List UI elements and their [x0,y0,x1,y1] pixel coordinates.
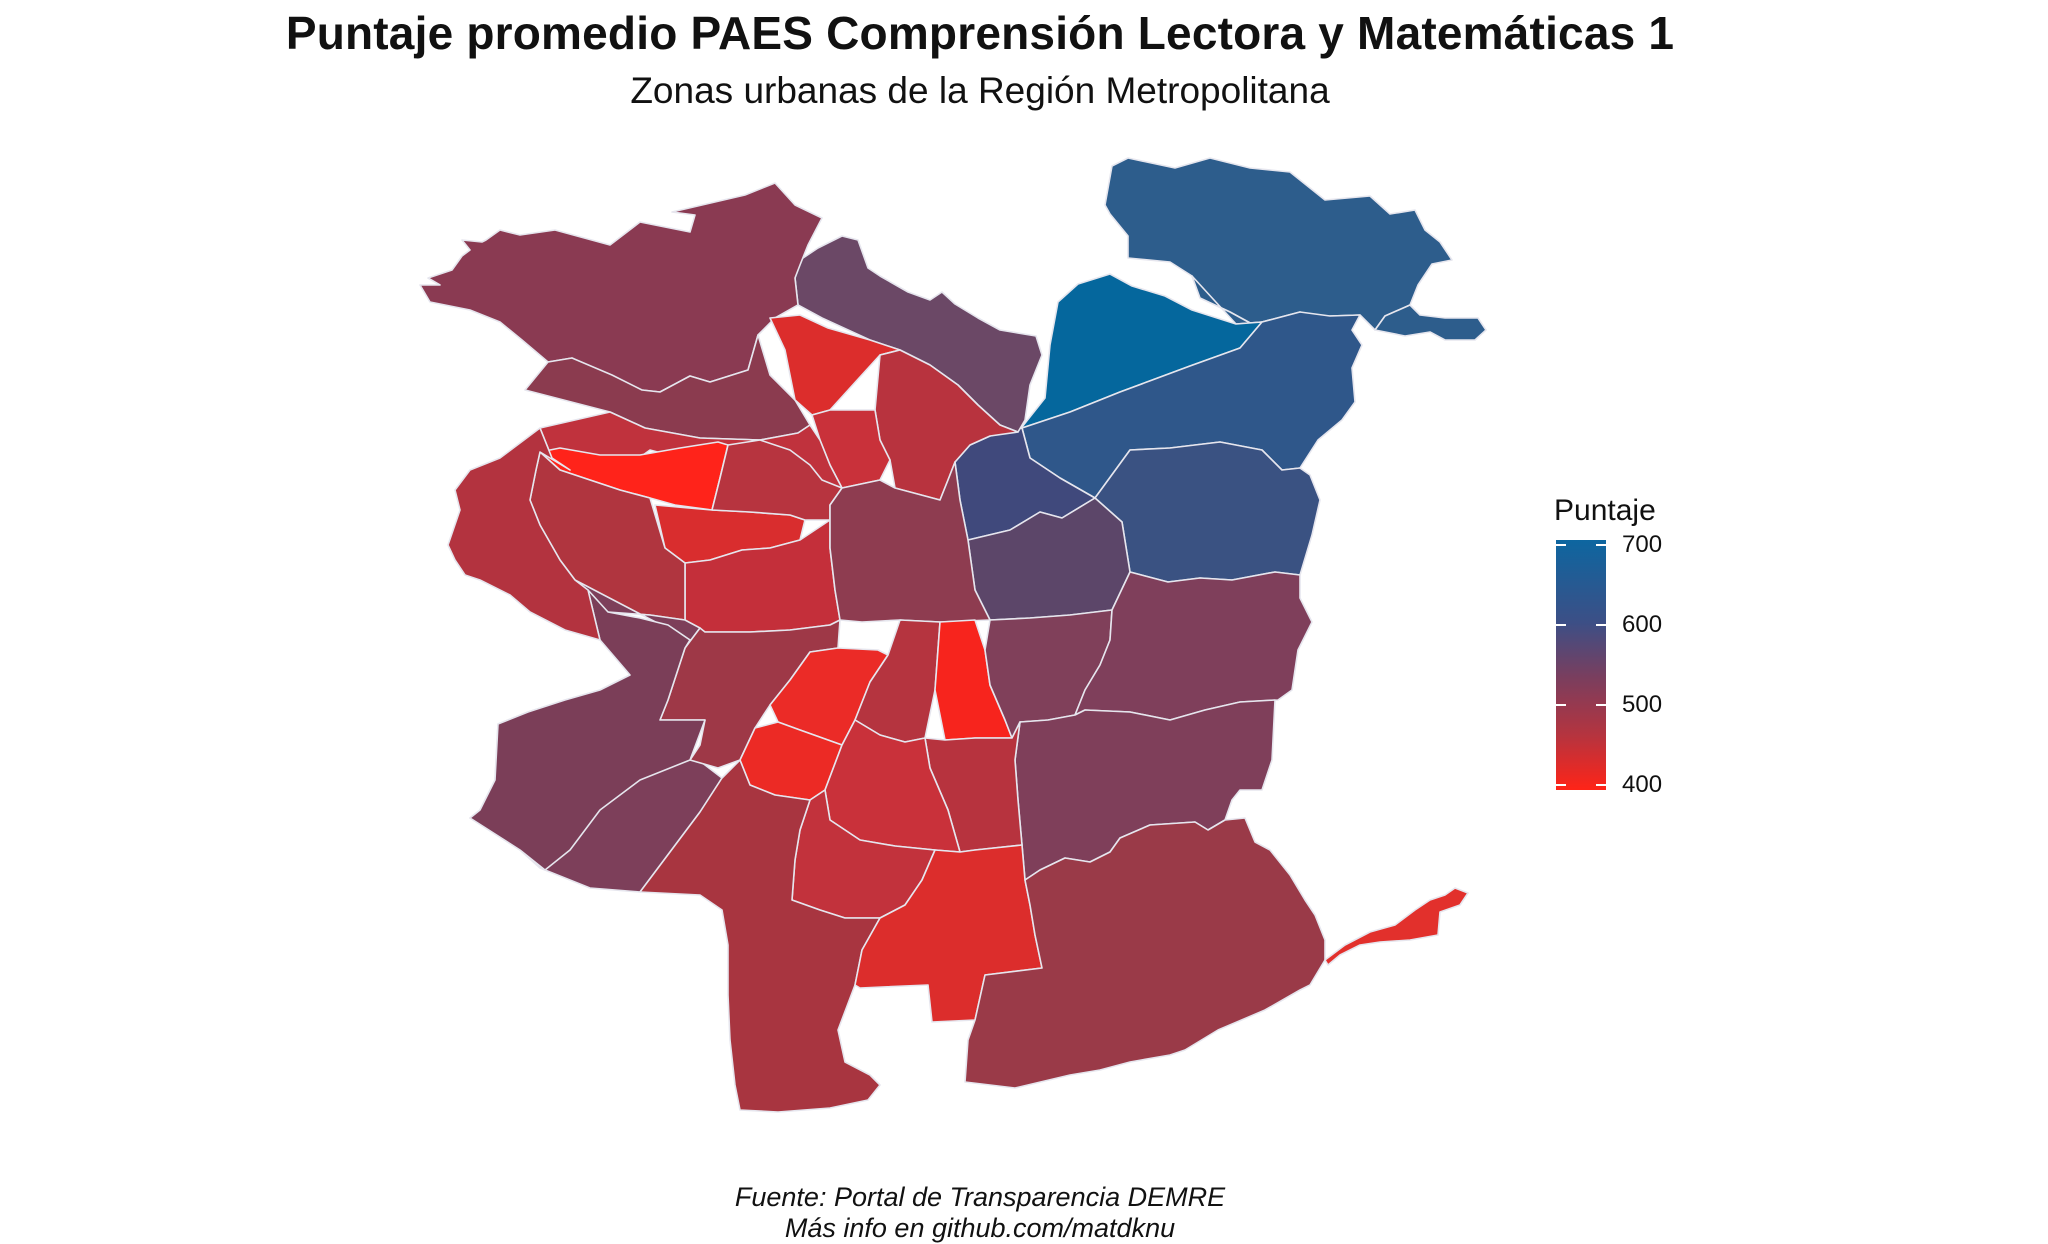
legend-colorbar [1556,540,1606,790]
legend-label-700: 700 [1622,531,1663,558]
legend-label-400: 400 [1622,771,1663,798]
map-region-santiago [829,461,991,623]
map-region-quinta-normal [711,439,843,521]
map-region-san-bernardo [639,759,881,1113]
map-region-penalolen [1074,571,1313,721]
caption-source: Fuente: Portal de Transparencia DEMRE [734,1182,1226,1212]
legend-title: Puntaje [1554,494,1656,527]
map-region-puente-alto [964,817,1326,1089]
map-region-east-tail [1374,304,1487,341]
chart-title: Puntaje promedio PAES Comprensión Lector… [285,7,1675,59]
legend-label-500: 500 [1622,691,1663,718]
legend-label-600: 600 [1622,611,1663,638]
map-region-north-west [419,182,823,393]
caption-link: Más info en github.com/matdknu [784,1213,1176,1243]
map-region-west-strip [447,427,601,641]
chart-subtitle: Zonas urbanas de la Región Metropolitana [630,70,1330,111]
map-region-tail-east [1324,887,1469,966]
map-region-pudahuel-west [469,589,706,871]
